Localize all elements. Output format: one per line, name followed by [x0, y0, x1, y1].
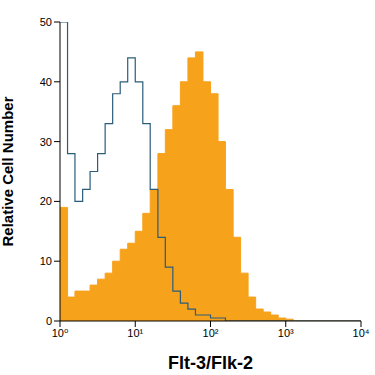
svg-text:20: 20 [40, 195, 52, 207]
svg-text:10²: 10² [203, 327, 219, 339]
svg-text:Relative Cell Number: Relative Cell Number [8, 96, 16, 246]
svg-text:50: 50 [40, 16, 52, 28]
svg-text:10⁰: 10⁰ [52, 327, 69, 339]
svg-text:10⁴: 10⁴ [353, 327, 367, 339]
svg-text:10: 10 [40, 255, 52, 267]
svg-text:10¹: 10¹ [127, 327, 143, 339]
svg-text:Flt-3/Flk-2: Flt-3/Flk-2 [168, 353, 253, 373]
svg-text:0: 0 [46, 315, 52, 327]
svg-text:40: 40 [40, 76, 52, 88]
svg-text:10³: 10³ [278, 327, 294, 339]
svg-text:30: 30 [40, 136, 52, 148]
